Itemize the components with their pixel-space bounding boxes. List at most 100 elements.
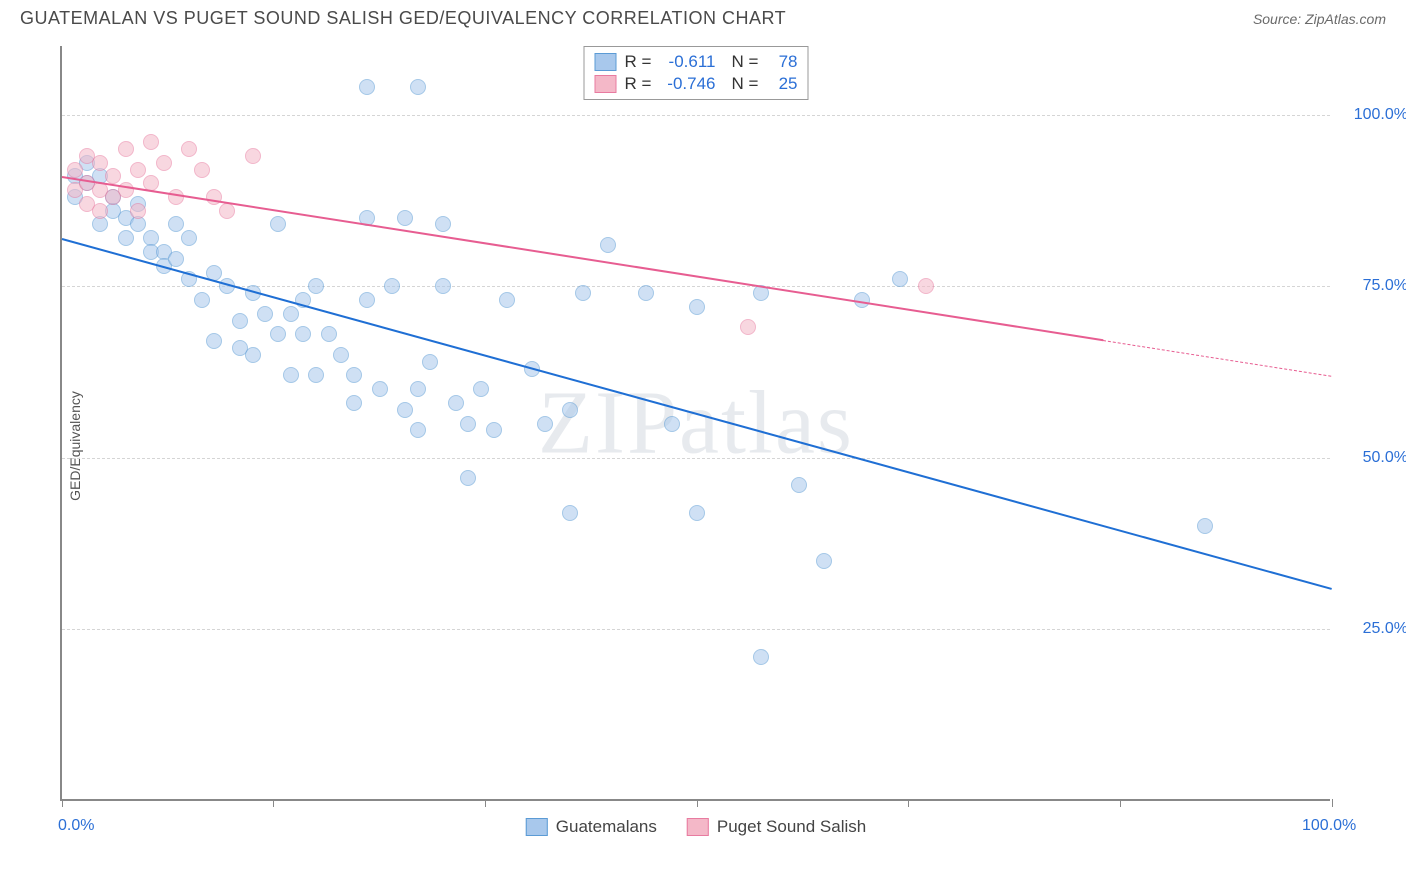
x-tick xyxy=(908,799,909,807)
legend-label: Guatemalans xyxy=(556,817,657,837)
data-point xyxy=(333,347,349,363)
data-point xyxy=(600,237,616,253)
data-point xyxy=(194,292,210,308)
chart-title: GUATEMALAN VS PUGET SOUND SALISH GED/EQU… xyxy=(20,8,786,29)
data-point xyxy=(562,505,578,521)
legend-row: R = -0.746 N = 25 xyxy=(595,73,798,95)
n-value: 25 xyxy=(768,74,798,94)
x-tick xyxy=(1120,799,1121,807)
data-point xyxy=(156,155,172,171)
y-tick-label: 25.0% xyxy=(1363,620,1406,638)
x-tick-label: 100.0% xyxy=(1302,817,1356,835)
data-point xyxy=(410,79,426,95)
legend-swatch xyxy=(687,818,709,836)
data-point xyxy=(245,347,261,363)
data-point xyxy=(92,155,108,171)
x-tick xyxy=(697,799,698,807)
y-tick-label: 75.0% xyxy=(1363,277,1406,295)
data-point xyxy=(118,141,134,157)
data-point xyxy=(473,381,489,397)
data-point xyxy=(1197,518,1213,534)
trend-line xyxy=(62,238,1333,590)
data-point xyxy=(219,203,235,219)
data-point xyxy=(892,271,908,287)
data-point xyxy=(638,285,654,301)
data-point xyxy=(67,162,83,178)
data-point xyxy=(448,395,464,411)
source-label: Source: ZipAtlas.com xyxy=(1253,11,1386,27)
correlation-legend: R = -0.611 N = 78 R = -0.746 N = 25 xyxy=(584,46,809,100)
data-point xyxy=(791,477,807,493)
data-point xyxy=(664,416,680,432)
data-point xyxy=(740,319,756,335)
trend-line xyxy=(62,176,1104,341)
x-tick xyxy=(485,799,486,807)
data-point xyxy=(359,79,375,95)
data-point xyxy=(168,189,184,205)
data-point xyxy=(435,278,451,294)
data-point xyxy=(689,299,705,315)
n-value: 78 xyxy=(768,52,798,72)
data-point xyxy=(486,422,502,438)
data-point xyxy=(575,285,591,301)
y-tick-label: 100.0% xyxy=(1354,106,1406,124)
data-point xyxy=(245,148,261,164)
data-point xyxy=(460,470,476,486)
data-point xyxy=(283,306,299,322)
n-label: N = xyxy=(732,74,760,94)
legend-item: Puget Sound Salish xyxy=(687,817,866,837)
legend-swatch xyxy=(595,53,617,71)
data-point xyxy=(397,210,413,226)
n-label: N = xyxy=(732,52,760,72)
legend-item: Guatemalans xyxy=(526,817,657,837)
data-point xyxy=(359,292,375,308)
data-point xyxy=(753,649,769,665)
data-point xyxy=(308,278,324,294)
x-tick-label: 0.0% xyxy=(58,817,94,835)
gridline xyxy=(62,629,1330,630)
data-point xyxy=(346,367,362,383)
data-point xyxy=(308,367,324,383)
data-point xyxy=(130,216,146,232)
data-point xyxy=(118,230,134,246)
data-point xyxy=(562,402,578,418)
data-point xyxy=(410,422,426,438)
data-point xyxy=(92,216,108,232)
r-label: R = xyxy=(625,74,653,94)
legend-label: Puget Sound Salish xyxy=(717,817,866,837)
data-point xyxy=(181,230,197,246)
data-point xyxy=(918,278,934,294)
data-point xyxy=(346,395,362,411)
data-point xyxy=(257,306,273,322)
data-point xyxy=(232,313,248,329)
gridline xyxy=(62,115,1330,116)
data-point xyxy=(422,354,438,370)
data-point xyxy=(499,292,515,308)
data-point xyxy=(321,326,337,342)
data-point xyxy=(130,162,146,178)
x-tick xyxy=(1332,799,1333,807)
series-legend: Guatemalans Puget Sound Salish xyxy=(526,817,866,837)
data-point xyxy=(384,278,400,294)
legend-swatch xyxy=(595,75,617,93)
legend-row: R = -0.611 N = 78 xyxy=(595,51,798,73)
y-tick-label: 50.0% xyxy=(1363,449,1406,467)
data-point xyxy=(816,553,832,569)
r-value: -0.611 xyxy=(661,52,716,72)
x-tick xyxy=(62,799,63,807)
data-point xyxy=(92,203,108,219)
data-point xyxy=(130,203,146,219)
data-point xyxy=(295,326,311,342)
x-tick xyxy=(273,799,274,807)
gridline xyxy=(62,458,1330,459)
data-point xyxy=(537,416,553,432)
data-point xyxy=(270,326,286,342)
data-point xyxy=(270,216,286,232)
r-value: -0.746 xyxy=(661,74,716,94)
legend-swatch xyxy=(526,818,548,836)
r-label: R = xyxy=(625,52,653,72)
data-point xyxy=(105,168,121,184)
data-point xyxy=(206,333,222,349)
data-point xyxy=(397,402,413,418)
data-point xyxy=(460,416,476,432)
